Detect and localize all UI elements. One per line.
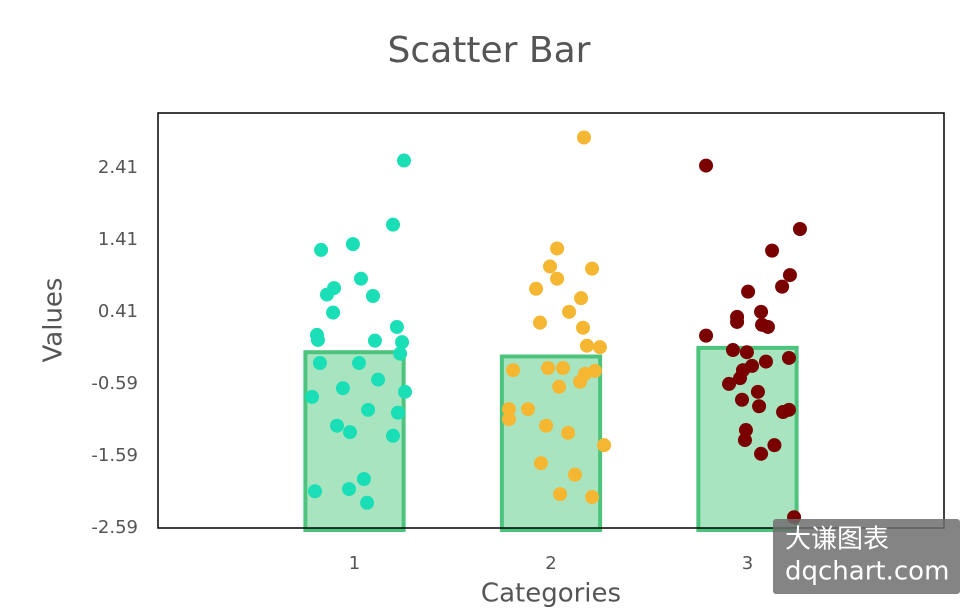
scatter-point <box>550 241 565 256</box>
scatter-point <box>371 372 386 387</box>
y-tick-label: 2.41 <box>98 157 138 178</box>
scatter-point <box>367 333 382 348</box>
scatter-point <box>792 221 807 236</box>
scatter-point <box>398 384 413 399</box>
watermark-text: 大谦图表 <box>785 525 889 555</box>
scatter-point <box>533 456 548 471</box>
scatter-point <box>750 384 765 399</box>
scatter-point <box>699 158 714 173</box>
scatter-point <box>360 495 375 510</box>
scatter-point <box>550 271 565 286</box>
scatter-point <box>395 335 410 350</box>
y-tick-label: -1.59 <box>91 445 138 466</box>
scatter-point <box>305 389 320 404</box>
y-tick-label: 0.41 <box>98 301 138 322</box>
scatter-point <box>585 261 600 276</box>
scatter-point <box>725 343 740 358</box>
scatter-point <box>501 412 516 427</box>
scatter-point <box>574 291 589 306</box>
scatter-point <box>310 332 325 347</box>
scatter-point <box>330 418 345 433</box>
scatter-point <box>353 271 368 286</box>
scatter-point <box>737 433 752 448</box>
scatter-point <box>562 304 577 319</box>
y-axis-label: Values <box>39 278 69 363</box>
scatter-point <box>741 284 756 299</box>
plot-frame <box>157 112 945 529</box>
scatter-point <box>386 428 401 443</box>
scatter-point <box>781 350 796 365</box>
scatter-point <box>314 242 329 257</box>
scatter-point <box>699 328 714 343</box>
scatter-point <box>345 237 360 252</box>
y-tick-label: -2.59 <box>91 517 138 538</box>
scatter-point <box>390 405 405 420</box>
scatter-point <box>541 361 556 376</box>
scatter-point <box>342 425 357 440</box>
scatter-point <box>532 315 547 330</box>
scatter-point <box>543 259 558 274</box>
scatter-point <box>356 472 371 487</box>
x-tick-label: 2 <box>545 553 556 574</box>
scatter-point <box>752 399 767 414</box>
scatter-point <box>326 305 341 320</box>
y-tick-label: 1.41 <box>98 229 138 250</box>
scatter-point <box>782 268 797 283</box>
scatter-point <box>592 340 607 355</box>
scatter-point <box>585 490 600 505</box>
x-axis-label: Categories <box>481 579 621 609</box>
scatter-point <box>312 356 327 371</box>
scatter-point <box>555 361 570 376</box>
scatter-point <box>319 287 334 302</box>
scatter-point <box>506 363 521 378</box>
scatter-point <box>733 371 748 386</box>
scatter-point <box>579 338 594 353</box>
y-tick-label: -0.59 <box>91 373 138 394</box>
scatter-point <box>365 289 380 304</box>
scatter-point <box>738 423 753 438</box>
scatter-point <box>561 425 576 440</box>
scatter-point <box>335 381 350 396</box>
scatter-point <box>361 402 376 417</box>
scatter-point <box>308 484 323 499</box>
x-tick-label: 3 <box>742 553 753 574</box>
x-tick-label: 1 <box>349 553 360 574</box>
scatter-point <box>553 487 568 502</box>
scatter-point <box>754 446 769 461</box>
scatter-point <box>776 405 791 420</box>
scatter-point <box>573 374 588 389</box>
watermark-box <box>773 519 960 594</box>
scatter-point <box>576 320 591 335</box>
watermark: 大谦图表 dqchart.com <box>773 519 960 594</box>
scatter-point <box>758 354 773 369</box>
scatter-point <box>775 279 790 294</box>
scatter-point <box>393 346 408 361</box>
bar <box>303 350 406 532</box>
scatter-point <box>734 392 749 407</box>
scatter-point <box>754 304 769 319</box>
scatter-point <box>730 314 745 329</box>
scatter-point <box>739 345 754 360</box>
scatter-point <box>767 438 782 453</box>
scatter-point <box>386 217 401 232</box>
scatter-point <box>552 379 567 394</box>
scatter-point <box>760 319 775 334</box>
scatter-point <box>352 356 367 371</box>
chart-title: Scatter Bar <box>388 30 591 71</box>
scatter-point <box>529 281 544 296</box>
scatter-point <box>389 319 404 334</box>
scatter-point <box>539 418 554 433</box>
scatter-point <box>397 153 412 168</box>
scatter-point <box>521 402 536 417</box>
scatter-point <box>577 130 592 145</box>
scatter-point <box>567 467 582 482</box>
scatter-point <box>722 376 737 391</box>
plot-area: -2.59 -1.59 -0.59 0.41 1.41 2.41 1 2 3 <box>91 130 807 574</box>
scatter-point <box>765 243 780 258</box>
scatter-point <box>597 438 612 453</box>
scatter-point <box>501 402 516 417</box>
scatter-point <box>341 482 356 497</box>
watermark-text: dqchart.com <box>785 557 949 587</box>
